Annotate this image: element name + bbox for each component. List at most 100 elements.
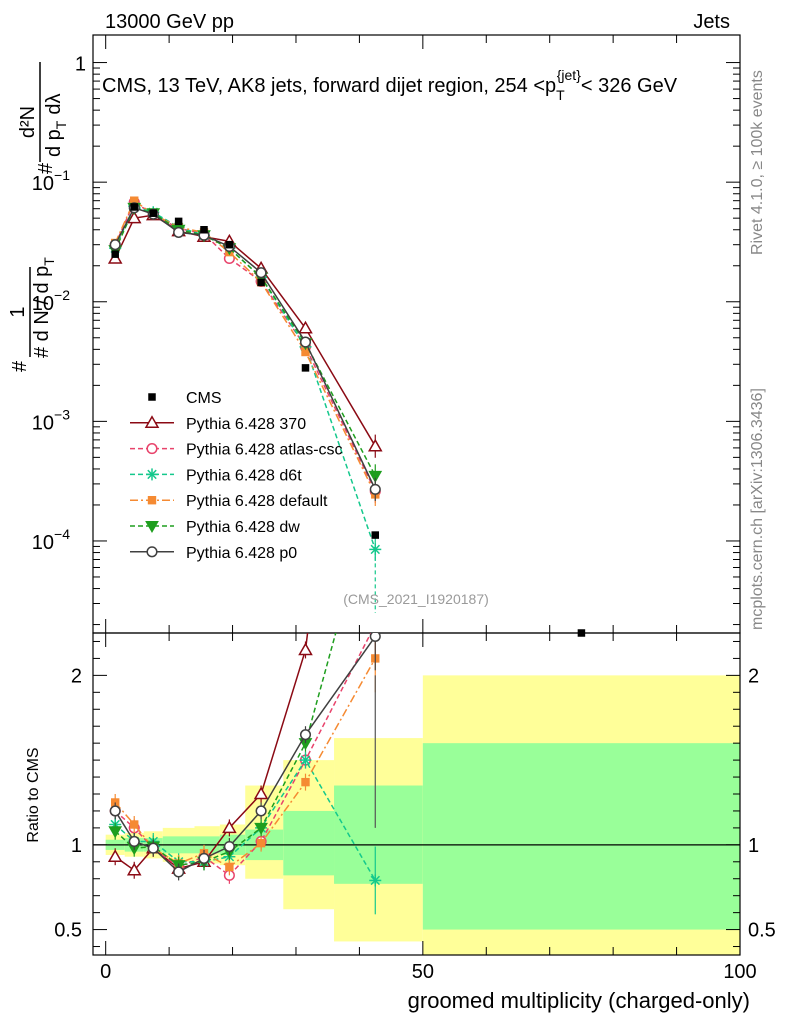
svg-text:1: 1 — [7, 306, 29, 317]
band-inner-9 — [422, 743, 740, 930]
point-pythia-6-428-370-8 — [367, 438, 383, 452]
cms-point-boundary — [577, 629, 586, 637]
point-pythia-6-428-370-7 — [298, 320, 313, 334]
legend-label-pythia-6-428-p0: Pythia 6.428 p0 — [186, 545, 297, 562]
ratio-point-pythia-6-428-370-6 — [253, 786, 269, 800]
ratio-point-pythia-6-428-default-1 — [130, 820, 139, 829]
ratio-point-pythia-6-428-p0-0 — [109, 805, 121, 817]
x-tick-label-1: 50 — [412, 961, 434, 983]
main-y-tick-label-1: 10−1 — [32, 167, 70, 195]
legend-marker-pythia-6-428-370 — [144, 415, 160, 429]
ratio-y-label: Ratio to CMS — [25, 747, 42, 842]
point-pythia-6-428-p0-8 — [369, 483, 381, 495]
ratio-point-pythia-6-428-default-7 — [301, 777, 310, 787]
legend-label-pythia-6-428-370: Pythia 6.428 370 — [186, 416, 306, 433]
legend-label-pythia-6-428-dw: Pythia 6.428 dw — [186, 519, 300, 536]
ratio-point-pythia-6-428-p0-2 — [147, 842, 159, 854]
ratio-point-pythia-6-428-370-1 — [126, 862, 142, 876]
main-line-pythia-6-428-370 — [114, 214, 376, 447]
ratio-point-pythia-6-428-default-5 — [225, 862, 234, 872]
ratio-series-group — [107, 620, 382, 915]
rivet-version-label: Rivet 4.1.0, ≥ 100k events — [749, 70, 766, 255]
ratio-y-tick-label-right-0: 0.5 — [748, 920, 776, 942]
svg-text:# d N / d pT: # d N / d pT — [31, 257, 57, 358]
cms-point-3 — [174, 217, 183, 226]
band-inner-7 — [283, 810, 335, 876]
ratio-point-pythia-6-428-p0-7 — [299, 729, 312, 741]
ratio-point-pythia-6-428-p0-4 — [198, 852, 210, 864]
point-pythia-6-428-default-7 — [301, 347, 310, 357]
plot-title: CMS, 13 TeV, AK8 jets, forward dijet reg… — [102, 67, 678, 103]
ratio-y-tick-label-right-1: 1 — [748, 835, 759, 857]
cms-point-0 — [111, 250, 119, 258]
cms-point-4 — [200, 226, 208, 234]
svg-text:#: # — [9, 360, 31, 372]
ratio-point-pythia-6-428-p0-3 — [173, 866, 185, 878]
main-y-tick-label-3: 10−3 — [32, 406, 70, 434]
main-y-label: # 1 # d N / d pT — [7, 257, 57, 372]
legend-label-pythia-6-428-default: Pythia 6.428 default — [186, 493, 328, 510]
point-pythia-6-428-p0-6 — [255, 267, 267, 279]
cms-point-1 — [130, 203, 138, 211]
legend-marker-pythia-6-428-default — [147, 496, 157, 505]
legend-marker-pythia-6-428-d6t — [146, 468, 158, 481]
ratio-line-pythia-6-428-dw — [114, 633, 337, 866]
mcplots-label: mcplots.cern.ch [arXiv:1306.3436] — [749, 388, 766, 630]
x-axis-label: groomed multiplicity (charged-only) — [408, 988, 750, 1013]
point-pythia-6-428-default-1 — [130, 196, 139, 205]
ratio-point-pythia-6-428-dw-6 — [254, 822, 268, 835]
ratio-point-pythia-6-428-d6t-7 — [299, 754, 312, 767]
legend-marker-pythia-6-428-dw — [145, 521, 159, 534]
legend-label-pythia-6-428-atlas-csc: Pythia 6.428 atlas-csc — [186, 442, 343, 459]
ratio-point-pythia-6-428-p0-5 — [223, 840, 235, 853]
ratio-point-pythia-6-428-p0-8 — [369, 633, 381, 642]
header-left: 13000 GeV pp — [105, 11, 234, 33]
ratio-point-pythia-6-428-370-5 — [222, 820, 237, 834]
ratio-point-pythia-6-428-p0-6 — [255, 805, 267, 817]
point-pythia-6-428-p0-0 — [109, 239, 121, 251]
legend-label-cms: CMS — [186, 390, 222, 407]
ratio-y-tick-label-left-0: 0.5 — [54, 920, 82, 942]
cms-point-2 — [149, 209, 158, 217]
analysis-label: (CMS_2021_I1920187) — [343, 591, 489, 607]
svg-text:d²N: d²N — [17, 106, 39, 138]
ratio-point-pythia-6-428-p0-1 — [128, 835, 140, 848]
series-layer — [107, 196, 586, 915]
svg-text:#: # — [35, 162, 57, 174]
main-frame — [92, 34, 741, 634]
x-tick-label-2: 100 — [723, 961, 756, 983]
ratio-point-pythia-6-428-370-0 — [107, 849, 123, 862]
point-pythia-6-428-p0-3 — [173, 226, 185, 238]
main-y-label-derivative: # d²N d pTdλ — [17, 62, 69, 174]
ratio-point-pythia-6-428-dw-0 — [108, 826, 123, 839]
ratio-y-tick-label-left-2: 2 — [71, 665, 82, 687]
main-series-group — [107, 196, 586, 633]
ratio-point-pythia-6-428-atlas-csc-8 — [370, 620, 380, 630]
ratio-y-tick-label-right-2: 2 — [748, 665, 759, 687]
main-y-tick-label-4: 10−4 — [32, 526, 70, 554]
cms-point-5 — [225, 240, 234, 249]
x-tick-label-0: 0 — [100, 961, 111, 983]
uncertainty-bands — [93, 675, 740, 955]
cms-point-6 — [257, 278, 265, 287]
band-inner-8 — [334, 785, 423, 884]
ratio-y-tick-label-left-1: 1 — [71, 835, 82, 857]
ratio-line-pythia-6-428-d6t — [114, 758, 376, 881]
ratio-point-pythia-6-428-default-6 — [256, 838, 266, 848]
main-y-tick-label-0: 1 — [75, 54, 86, 76]
legend-marker-pythia-6-428-atlas-csc — [146, 443, 158, 455]
legend-marker-cms — [148, 393, 156, 401]
point-pythia-6-428-370-1 — [126, 210, 142, 224]
ratio-point-pythia-6-428-d6t-8 — [369, 874, 382, 887]
legend-label-pythia-6-428-d6t: Pythia 6.428 d6t — [186, 467, 302, 484]
svg-text:d pTdλ: d pTdλ — [43, 94, 69, 158]
cms-point-8 — [371, 531, 380, 539]
legend-marker-pythia-6-428-p0 — [146, 546, 158, 558]
ratio-point-pythia-6-428-370-7 — [298, 642, 313, 656]
point-pythia-6-428-dw-8 — [368, 470, 383, 483]
point-pythia-6-428-p0-7 — [299, 336, 312, 348]
legend: CMS Pythia 6.428 370 Pythia 6.428 atlas-cs… — [130, 390, 343, 562]
main-y-tick-label-2: 10−2 — [32, 287, 70, 315]
tick-marks: 0 50 100 1 10−1 10−2 10−3 10−4 0.5 0.5 1 1 2 2 — [32, 35, 776, 983]
